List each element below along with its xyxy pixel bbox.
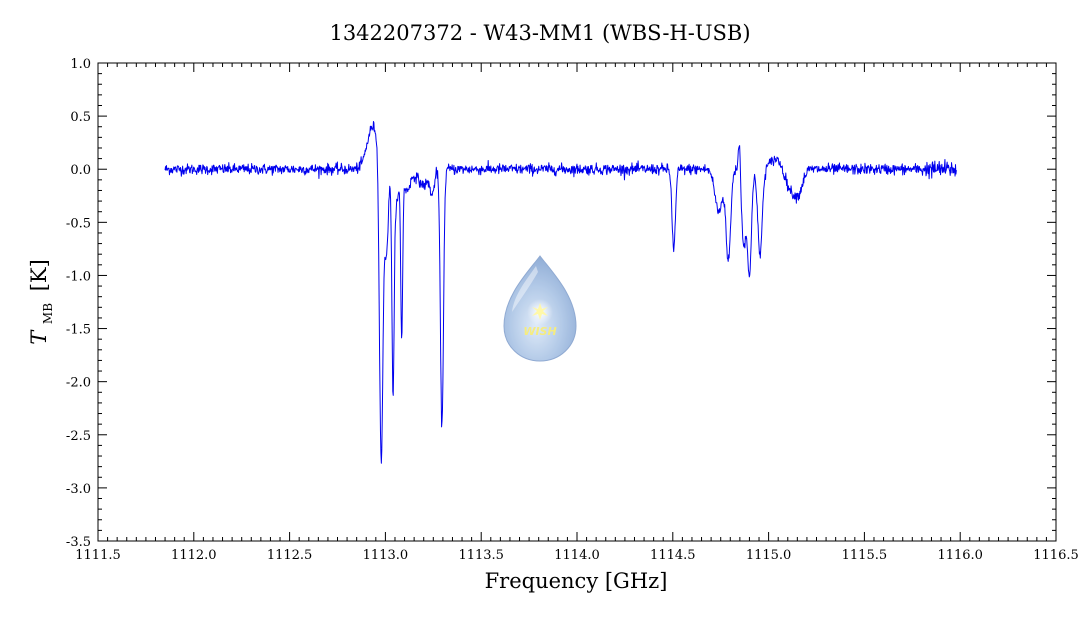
y-tick-label: -2.0 — [66, 376, 91, 391]
x-tick-label: 1113.5 — [458, 548, 504, 563]
y-tick-label: 0.0 — [70, 163, 91, 178]
x-axis-title: Frequency [GHz] — [485, 569, 668, 593]
y-tick-label: -3.0 — [66, 482, 91, 497]
y-axis-unit: [K] — [27, 259, 51, 291]
x-tick-label: 1115.0 — [746, 548, 792, 563]
y-tick-label: -1.5 — [66, 323, 91, 338]
y-tick-label: -2.5 — [66, 429, 91, 444]
x-tick-label: 1114.0 — [554, 548, 600, 563]
series-layer — [164, 120, 957, 464]
y-tick-label: -0.5 — [66, 216, 91, 231]
chart-title: 1342207372 - W43-MM1 (WBS-H-USB) — [329, 21, 750, 45]
y-tick-label: 0.5 — [70, 110, 91, 125]
star-icon — [532, 303, 548, 320]
x-tick-label: 1114.5 — [650, 548, 696, 563]
y-axis-title: T MB [K] — [27, 259, 57, 345]
plot-frame — [97, 62, 1057, 542]
x-tick-label: 1113.0 — [363, 548, 409, 563]
y-axis-subscript: MB — [41, 303, 55, 324]
y-tick-label: -3.5 — [66, 535, 91, 550]
drop-highlight — [512, 266, 538, 312]
logo-label: WISH — [523, 325, 556, 338]
x-tick-label: 1115.5 — [842, 548, 888, 563]
y-tick-label: 1.0 — [70, 57, 91, 72]
y-tick-labels: -3.5 -3.0 -2.5 -2.0 -1.5 -1.0 -0.5 0.0 0.5 1.0 — [66, 57, 91, 550]
y-tick-label: -1.0 — [66, 269, 91, 284]
ticks-layer — [97, 62, 1057, 542]
x-tick-label: 1111.5 — [75, 548, 121, 563]
x-tick-label: 1112.5 — [267, 548, 313, 563]
x-tick-label: 1116.0 — [937, 548, 983, 563]
y-axis-symbol: T — [27, 329, 51, 345]
spectrum-line — [164, 120, 957, 464]
wish-logo: WISH — [503, 255, 577, 362]
x-tick-labels: 1111.5 1112.0 1112.5 1113.0 1113.5 1114.0 1114… — [75, 548, 1079, 563]
x-tick-label: 1116.5 — [1033, 548, 1079, 563]
x-tick-label: 1112.0 — [171, 548, 217, 563]
